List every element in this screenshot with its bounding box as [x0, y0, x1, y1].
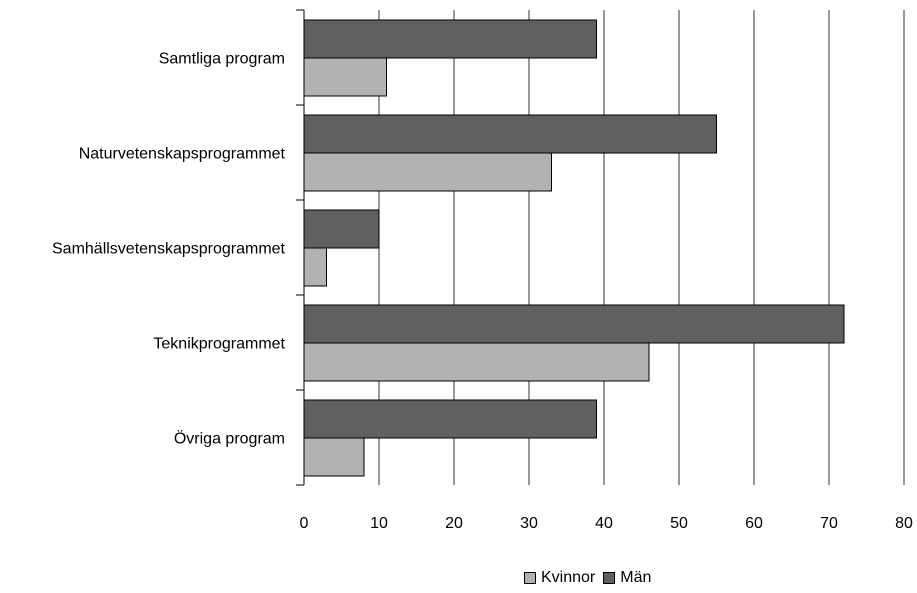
bar-man-naturvetenskapsprogrammet: [303, 114, 717, 154]
category-label: Teknikprogrammet: [153, 336, 285, 353]
legend-swatch-man: [603, 572, 616, 584]
bar-man-samhallsvetenskapsprogrammet: [303, 209, 380, 249]
bar-kvinnor-samhallsvetenskapsprogrammet: [303, 247, 327, 287]
x-tick-label: 0: [300, 515, 309, 532]
category-label: Samtliga program: [159, 51, 285, 68]
legend: Kvinnor Män: [524, 567, 651, 589]
bar-kvinnor-naturvetenskapsprogrammet: [303, 152, 552, 192]
bars: [303, 19, 845, 477]
x-tick-label: 60: [745, 515, 763, 532]
x-tick-labels: 0 10 20 30 40 50 60 70 80: [300, 515, 913, 532]
bar-kvinnor-ovriga-program: [303, 437, 365, 477]
category-labels: Samtliga program Naturvetenskapsprogramme…: [52, 51, 286, 448]
legend-swatch-kvinnor: [524, 572, 536, 584]
bar-man-teknikprogrammet: [303, 304, 845, 344]
x-tick-label: 70: [820, 515, 838, 532]
x-tick-label: 80: [895, 515, 913, 532]
category-label: Övriga program: [174, 430, 285, 448]
x-tick-label: 30: [520, 515, 538, 532]
category-label: Samhällsvetenskapsprogrammet: [52, 241, 286, 258]
bar-kvinnor-teknikprogrammet: [303, 342, 650, 382]
legend-label-man: Män: [620, 569, 652, 586]
legend-label-kvinnor: Kvinnor: [541, 569, 596, 586]
gridlines: [378, 10, 905, 485]
bar-man-samtliga-program: [303, 19, 597, 59]
x-tick-label: 50: [670, 515, 688, 532]
bar-man-ovriga-program: [303, 399, 597, 439]
axes: [296, 9, 305, 486]
category-label: Naturvetenskapsprogrammet: [79, 146, 286, 163]
x-tick-label: 10: [370, 515, 388, 532]
legend-item-kvinnor: Kvinnor: [524, 569, 595, 587]
bar-kvinnor-samtliga-program: [303, 57, 387, 97]
x-tick-label: 40: [595, 515, 613, 532]
x-tick-label: 20: [445, 515, 463, 532]
legend-item-man: Män: [603, 569, 651, 587]
